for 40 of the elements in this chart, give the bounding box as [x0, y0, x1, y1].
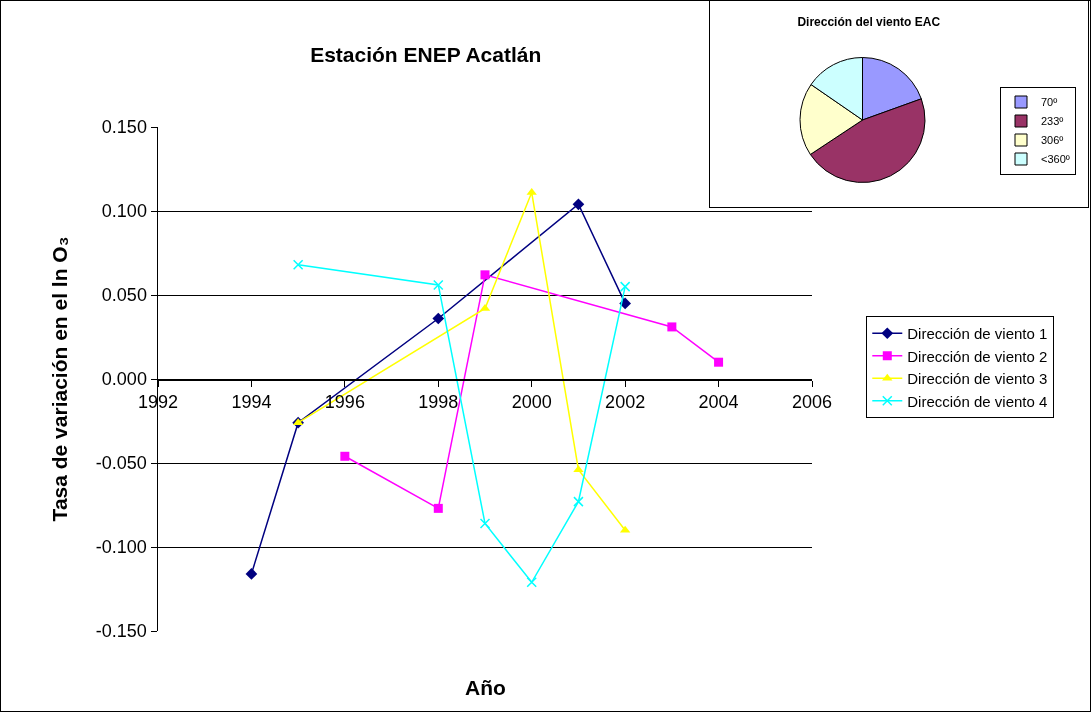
point: [340, 451, 350, 461]
point: [714, 357, 724, 367]
chart-title: Estación ENEP Acatlán: [310, 42, 542, 66]
point: [479, 518, 491, 529]
point: [432, 312, 445, 325]
legend-label: Dirección de viento 2: [907, 347, 1048, 365]
point: [667, 322, 677, 332]
legend-label: 306º: [1041, 134, 1064, 147]
y-tick-label: 0.150: [101, 117, 147, 138]
y-axis-title: Tasa de variación en el ln O₃: [48, 236, 72, 522]
y-tick-label: -0.100: [95, 537, 147, 558]
y-tick-label: 0.050: [101, 285, 147, 306]
point: [619, 281, 631, 292]
x-tick-label: 2002: [605, 392, 646, 413]
point: [433, 279, 444, 291]
legend-label: <360º: [1041, 153, 1070, 166]
y-tick-label: -0.050: [95, 453, 147, 474]
point: [573, 496, 584, 507]
point: [572, 198, 585, 211]
chart-title: Dirección del viento EAC: [797, 14, 941, 29]
y-tick-label: 0.100: [101, 201, 147, 222]
point: [526, 577, 537, 588]
x-axis-title: Año: [465, 676, 506, 699]
legend-label: Dirección de viento 4: [907, 392, 1048, 410]
point: [245, 568, 258, 580]
x-tick-label: 1998: [418, 392, 459, 413]
point: [480, 270, 490, 280]
legend-label: Dirección de viento 3: [907, 370, 1048, 388]
point: [292, 259, 304, 271]
x-tick-label: 2004: [698, 392, 739, 413]
x-tick-label: 2000: [511, 392, 552, 413]
x-tick-label: 2006: [791, 392, 833, 413]
legend-label: 233º: [1041, 115, 1064, 128]
legend-label: 70º: [1041, 96, 1058, 109]
point: [433, 503, 443, 513]
x-tick-label: 1994: [231, 392, 272, 413]
y-tick-label: -0.150: [95, 621, 147, 642]
x-tick-label: 1996: [324, 392, 365, 413]
legend-label: Dirección de viento 1: [907, 325, 1048, 343]
y-tick-label: 0.000: [101, 369, 147, 390]
